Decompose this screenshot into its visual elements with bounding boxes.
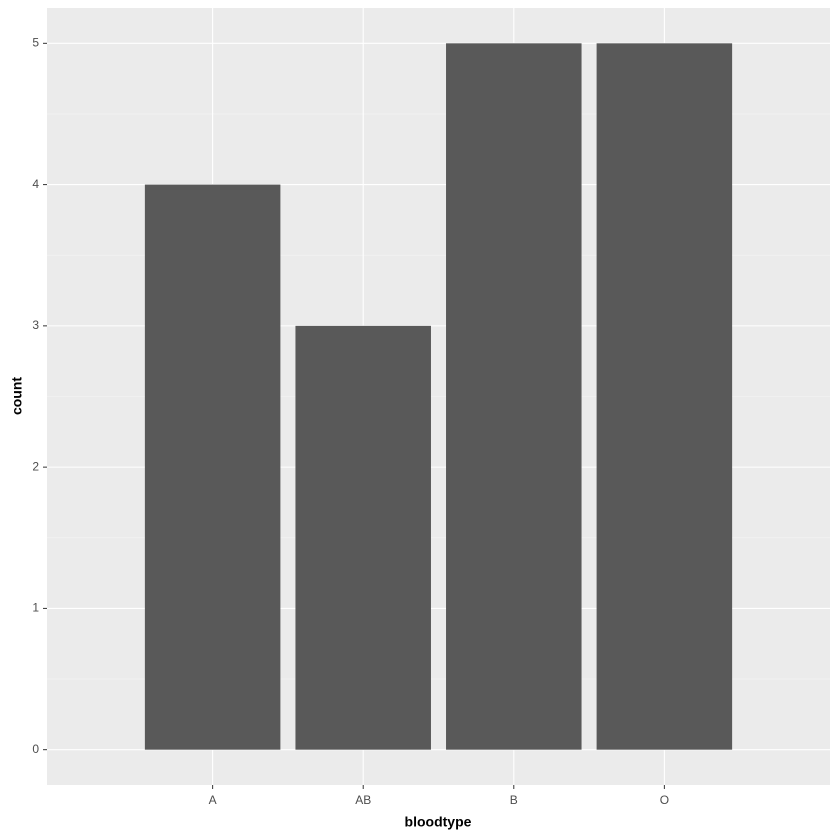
bar	[295, 325, 431, 750]
y-tick-label: 3	[32, 318, 39, 332]
y-tick-label: 5	[32, 35, 39, 49]
bar	[446, 43, 582, 750]
bar	[596, 43, 733, 750]
y-axis-title: count	[9, 377, 25, 415]
x-tick-label: AB	[355, 793, 371, 807]
x-tick-label: B	[510, 793, 518, 807]
y-tick-label: 1	[32, 601, 39, 615]
x-tick-label: O	[660, 793, 669, 807]
y-tick-label: 0	[32, 742, 39, 756]
x-axis-title: bloodtype	[405, 814, 472, 830]
x-tick-label: A	[209, 793, 217, 807]
bar	[144, 184, 281, 750]
y-tick-label: 4	[32, 177, 39, 191]
y-tick-label: 2	[32, 459, 39, 473]
